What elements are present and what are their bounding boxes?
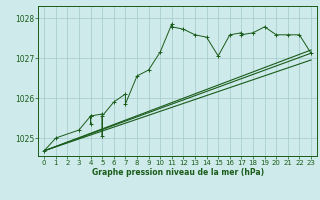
X-axis label: Graphe pression niveau de la mer (hPa): Graphe pression niveau de la mer (hPa) xyxy=(92,168,264,177)
